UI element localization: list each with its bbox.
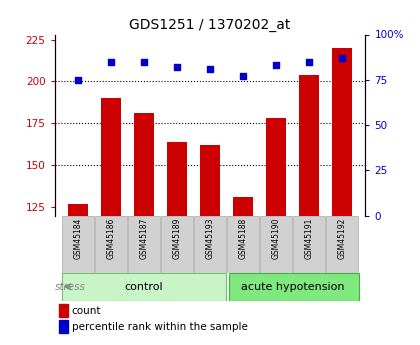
Bar	[134, 113, 154, 345]
Text: GSM45186: GSM45186	[106, 217, 116, 259]
Point	[207, 66, 213, 72]
Text: GSM45187: GSM45187	[139, 217, 148, 259]
Text: GSM45191: GSM45191	[304, 217, 314, 259]
Bar	[227, 216, 259, 273]
Text: percentile rank within the sample: percentile rank within the sample	[72, 322, 247, 332]
Text: GSM45184: GSM45184	[73, 217, 82, 259]
Bar	[62, 216, 94, 273]
Text: GSM45190: GSM45190	[272, 217, 281, 259]
Text: GSM45189: GSM45189	[173, 217, 181, 259]
Bar	[194, 216, 226, 273]
Bar	[95, 216, 127, 273]
Bar	[68, 204, 88, 345]
Bar	[299, 75, 319, 345]
Title: GDS1251 / 1370202_at: GDS1251 / 1370202_at	[129, 18, 291, 32]
Point	[339, 55, 346, 61]
Bar	[228, 273, 360, 301]
Text: GSM45192: GSM45192	[338, 217, 347, 259]
Point	[141, 59, 147, 65]
Bar	[101, 98, 121, 345]
Point	[108, 59, 114, 65]
Bar	[59, 320, 68, 333]
Bar	[326, 216, 358, 273]
Point	[173, 64, 180, 70]
Text: acute hypotension: acute hypotension	[241, 282, 344, 292]
Bar	[233, 197, 253, 345]
Bar	[200, 145, 220, 345]
Text: count: count	[72, 306, 101, 316]
Point	[240, 73, 247, 79]
Bar	[62, 273, 226, 301]
Text: stress: stress	[55, 282, 86, 292]
Text: control: control	[125, 282, 163, 292]
Text: GSM45193: GSM45193	[205, 217, 215, 259]
Text: GSM45188: GSM45188	[239, 217, 247, 259]
Bar	[167, 142, 187, 345]
Bar	[128, 216, 160, 273]
Bar	[266, 118, 286, 345]
Bar	[161, 216, 193, 273]
Point	[306, 59, 312, 65]
Bar	[332, 48, 352, 345]
Bar	[260, 216, 292, 273]
Point	[74, 77, 81, 82]
Bar	[293, 216, 325, 273]
Point	[273, 62, 279, 68]
Bar	[59, 304, 68, 317]
